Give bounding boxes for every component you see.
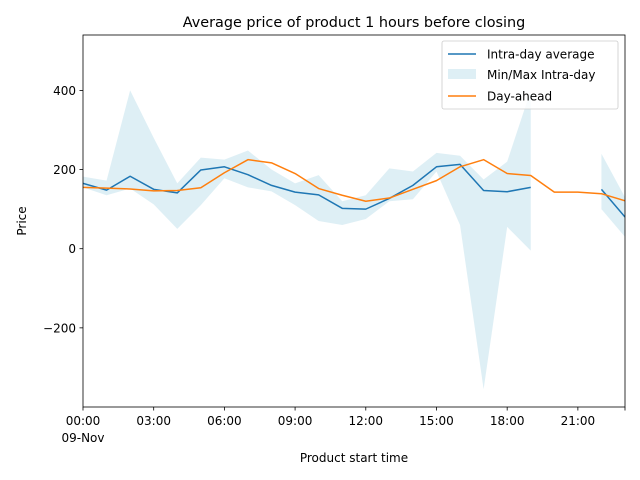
intra-day-average-line-0 (83, 163, 531, 210)
legend-box (441, 40, 619, 110)
plot-area (83, 90, 625, 390)
minmax-band-segment-0 (83, 90, 531, 390)
y-axis-label: Price (15, 206, 29, 235)
x-tick-label: 12:00 (348, 414, 383, 428)
y-tick-label: −200 (43, 321, 76, 335)
legend: Intra-day average Min/Max Intra-day Day-… (441, 40, 619, 110)
x-tick-label: 09:00 (278, 414, 313, 428)
minmax-band-layer (83, 90, 625, 390)
legend-label-day-ahead: Day-ahead (487, 90, 552, 104)
x-axis-label: Product start time (300, 451, 408, 465)
chart-title: Average price of product 1 hours before … (183, 15, 526, 31)
legend-label-intraday-average: Intra-day average (487, 48, 594, 62)
x-tick-sublabel: 09-Nov (61, 431, 104, 445)
x-tick-label: 15:00 (419, 414, 454, 428)
y-tick-label: 400 (53, 84, 76, 98)
legend-swatch-minmax-band (448, 69, 476, 79)
legend-label-minmax-band: Min/Max Intra-day (487, 68, 596, 82)
x-tick-label: 21:00 (561, 414, 596, 428)
minmax-band-segment-1 (601, 153, 625, 237)
y-axis-ticks: −200 0 200 400 (43, 84, 83, 335)
x-tick-label: 03:00 (136, 414, 171, 428)
axes-frame (82, 34, 626, 408)
x-tick-label: 18:00 (490, 414, 525, 428)
series-line-layer (83, 158, 625, 218)
intra-day-average-line-1 (600, 188, 625, 218)
x-tick-label: 00:00 (66, 414, 101, 428)
y-tick-label: 200 (53, 163, 76, 177)
x-axis-ticks: 00:00 09-Nov 03:00 06:00 09:00 12:00 15:00 18:0… (61, 407, 626, 445)
x-tick-label: 06:00 (207, 414, 242, 428)
y-tick-label: 0 (68, 242, 76, 256)
day-ahead-line-0 (83, 158, 625, 202)
